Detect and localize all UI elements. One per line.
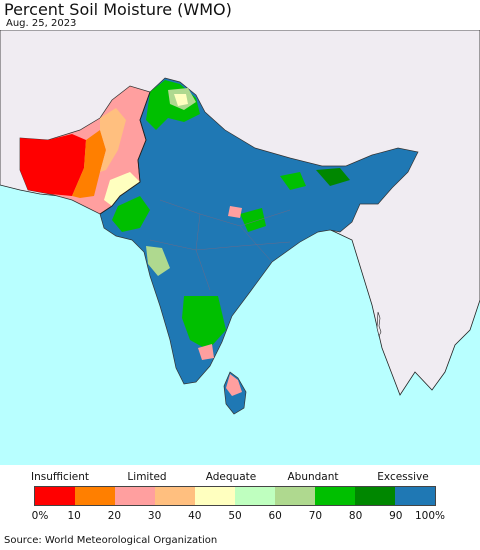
legend-category-insufficient: Insufficient [31, 471, 89, 483]
legend-category-abundant: Abundant [287, 471, 339, 483]
green-central [240, 208, 266, 232]
legend-tick-1: 10 [67, 510, 81, 522]
kashmir-yellow [174, 94, 188, 106]
legend-tick-3: 30 [147, 510, 162, 522]
legend-category-adequate: Adequate [205, 471, 257, 483]
map-date: Aug. 25, 2023 [6, 18, 77, 29]
legend-tick-6: 60 [268, 510, 282, 522]
legend-swatch-7 [315, 487, 355, 505]
legend-tick-10: 100% [414, 510, 446, 522]
south-green [182, 296, 226, 350]
balochistan-red [20, 134, 86, 196]
south-pink [198, 344, 214, 360]
sri-lanka-dry [226, 374, 242, 396]
green-gujarat [146, 246, 170, 276]
orange-zone [72, 130, 106, 198]
legend-swatch-4 [195, 487, 235, 505]
legend-swatch-8 [355, 487, 395, 505]
legend-tick-0: 0% [31, 510, 49, 522]
legend: Insufficient Limited Adequate Abundant E… [0, 466, 480, 526]
map-title: Percent Soil Moisture (WMO) [4, 0, 232, 19]
source-credit: Source: World Meteorological Organizatio… [4, 535, 218, 546]
national-border [99, 91, 151, 215]
island [376, 311, 382, 337]
light-orange-zone [100, 108, 126, 172]
legend-swatch-6 [275, 487, 315, 505]
legend-tick-8: 80 [348, 510, 363, 522]
green-northeast [280, 172, 306, 190]
legend-tick-5: 50 [228, 510, 242, 522]
soil-moisture-map [0, 30, 480, 465]
legend-category-limited: Limited [127, 471, 167, 483]
legend-swatch-0 [35, 487, 75, 505]
legend-swatch-5 [235, 487, 275, 505]
green-west [112, 196, 150, 232]
legend-tick-9: 90 [389, 510, 403, 522]
yellow-zone [104, 172, 140, 206]
legend-swatch-9 [395, 487, 435, 505]
legend-swatch-2 [115, 487, 155, 505]
state-lines [149, 199, 291, 291]
legend-category-excessive: Excessive [377, 471, 429, 483]
green-east [316, 168, 350, 186]
red-spot-central [228, 206, 242, 218]
legend-swatch-1 [75, 487, 115, 505]
legend-tick-7: 70 [308, 510, 323, 522]
legend-tick-4: 40 [188, 510, 202, 522]
legend-color-bar [34, 486, 436, 506]
legend-tick-2: 20 [107, 510, 122, 522]
legend-swatch-3 [155, 487, 195, 505]
